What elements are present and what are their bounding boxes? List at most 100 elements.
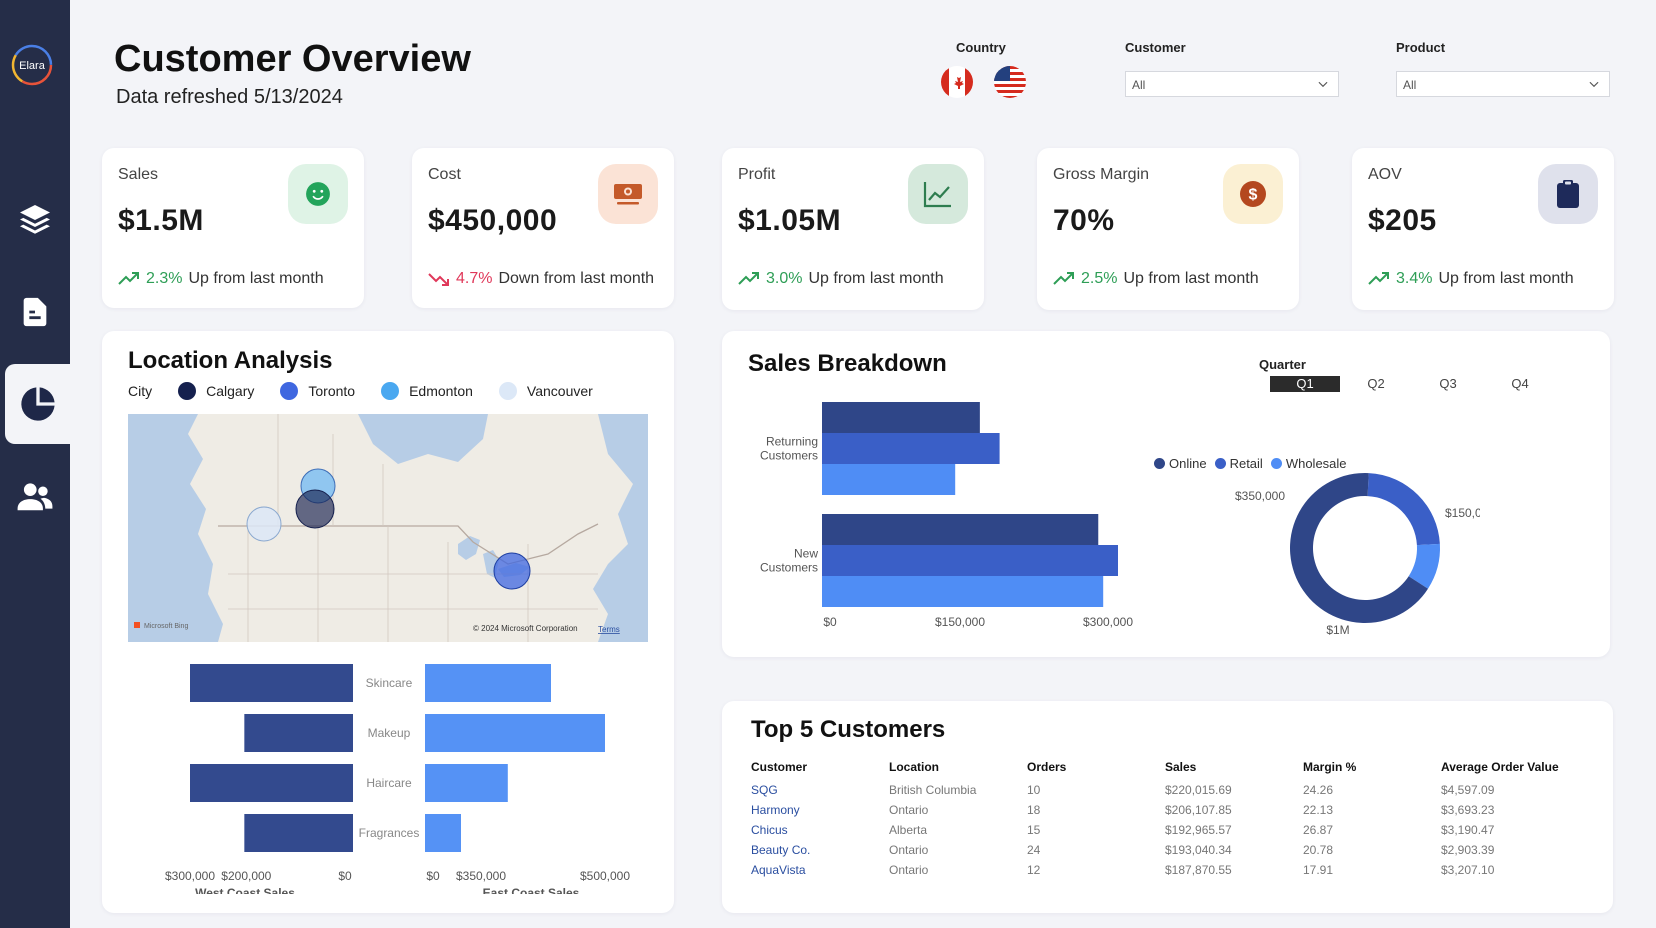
legend-dot [1214, 458, 1226, 469]
kpi-card-sales[interactable]: Sales $1.5M 2.3% Up from last month [102, 148, 364, 308]
margin-cell: 17.91 [1303, 863, 1334, 877]
product-select-value: All [1403, 78, 1417, 92]
legend-item-calgary[interactable]: Calgary [178, 382, 254, 400]
column-header[interactable]: Orders [1027, 760, 1067, 774]
column-header[interactable]: Customer [751, 760, 808, 774]
tab-q1[interactable]: Q1 [1270, 376, 1340, 392]
customer-cell[interactable]: Chicus [751, 823, 788, 837]
bar-online-0 [822, 402, 980, 433]
legend-item-online[interactable]: Online [1154, 456, 1207, 471]
west-axis-title: West Coast Sales [195, 886, 295, 894]
legend-item-edmonton[interactable]: Edmonton [381, 382, 473, 400]
users-icon [17, 483, 53, 511]
legend-item-retail[interactable]: Retail [1214, 456, 1263, 471]
category-label: New [794, 547, 818, 561]
kpi-card-aov[interactable]: AOV $205 3.4% Up from last month [1352, 148, 1614, 310]
sales-cell: $206,107.85 [1165, 803, 1232, 817]
atlantic-ocean [593, 414, 648, 642]
legend-dot [381, 382, 400, 400]
kpi-change: 2.3% [146, 270, 183, 287]
category-label: Fragrances [359, 826, 420, 840]
page-title: Customer Overview [114, 38, 471, 80]
legend-item-wholesale[interactable]: Wholesale [1270, 456, 1347, 471]
canada-flag-icon[interactable] [941, 66, 973, 98]
table-row[interactable]: Beauty Co. Ontario 24 $193,040.34 20.78 … [751, 840, 1601, 860]
tab-q2[interactable]: Q2 [1367, 376, 1385, 391]
table-row[interactable]: Harmony Ontario 18 $206,107.85 22.13 $3,… [751, 800, 1601, 820]
legend-dot [1154, 458, 1165, 469]
kpi-change: 4.7% [456, 270, 493, 287]
table-row[interactable]: SQG British Columbia 10 $220,015.69 24.2… [751, 780, 1601, 800]
product-filter-label: Product [1396, 40, 1446, 55]
kpi-change: 2.5% [1081, 270, 1118, 287]
x-tick-label: $300,000 [1083, 615, 1133, 629]
column-header[interactable]: Sales [1165, 760, 1197, 774]
kpi-card-profit[interactable]: Profit $1.05M 3.0% Up from last month [722, 148, 984, 310]
slice-label-online: $1M [1326, 623, 1349, 637]
legend-text: Edmonton [409, 383, 473, 399]
kpi-change: 3.4% [1396, 270, 1433, 287]
slice-retail [1367, 473, 1440, 546]
customer-filter-label: Customer [1125, 40, 1186, 55]
kpi-label: Profit [738, 166, 776, 183]
location-map[interactable]: Microsoft Bing © 2024 Microsoft Corporat… [128, 414, 648, 642]
customer-cell[interactable]: SQG [751, 783, 778, 797]
column-header[interactable]: Margin % [1303, 760, 1357, 774]
aov-cell: $3,693.23 [1441, 803, 1495, 817]
kpi-value: $450,000 [428, 204, 558, 237]
location-cell: Ontario [889, 803, 929, 817]
kpi-label: Gross Margin [1053, 166, 1150, 183]
legend-text: Calgary [206, 383, 255, 399]
east-bar-skincare [425, 664, 551, 702]
customer-select[interactable]: All [1125, 71, 1339, 97]
kpi-change: 3.0% [766, 270, 803, 287]
sidebar-item-layers[interactable] [0, 180, 70, 260]
product-select[interactable]: All [1396, 71, 1610, 97]
tab-q3[interactable]: Q3 [1439, 376, 1457, 391]
customer-cell[interactable]: AquaVista [751, 863, 806, 877]
bubble-toronto[interactable] [493, 552, 531, 590]
trend-up-icon [738, 272, 759, 285]
kpi-card-cost[interactable]: Cost $450,000 4.7% Down from last month [412, 148, 674, 308]
column-header[interactable]: Location [889, 760, 939, 774]
location-cell: Alberta [889, 823, 928, 837]
table-row[interactable]: AquaVista Ontario 12 $187,870.55 17.91 $… [751, 860, 1601, 880]
table-row[interactable]: Chicus Alberta 15 $192,965.57 26.87 $3,1… [751, 820, 1601, 840]
east-tick-label: $0 [426, 869, 440, 883]
location-analysis-title: Location Analysis [128, 347, 333, 374]
east-bar-fragrances [425, 814, 461, 852]
legend-item-vancouver[interactable]: Vancouver [498, 382, 593, 400]
layers-icon [20, 205, 50, 234]
category-label: Customers [760, 449, 818, 463]
sales-cell: $220,015.69 [1165, 783, 1232, 797]
hudson-bay [358, 414, 488, 464]
pie-chart-icon [20, 387, 55, 421]
bubble-vancouver[interactable] [246, 506, 282, 542]
kpi-icon-bg [288, 164, 348, 224]
bubble-calgary[interactable] [295, 489, 335, 529]
sidebar-item-users[interactable] [0, 456, 70, 536]
east-bar-makeup [425, 714, 605, 752]
bar-retail-1 [822, 545, 1118, 576]
category-label: Skincare [366, 676, 413, 690]
trend-up-icon [1053, 272, 1074, 285]
customer-cell[interactable]: Harmony [751, 803, 800, 817]
legend-dot [280, 382, 299, 400]
kpi-card-gross-margin[interactable]: Gross Margin 70% $ 2.5% Up from last mon… [1037, 148, 1299, 310]
map-terms-link[interactable]: Terms [598, 625, 620, 634]
sidebar-item-documents[interactable] [0, 272, 70, 352]
elara-logo[interactable]: Elara [10, 43, 54, 87]
column-header[interactable]: Average Order Value [1441, 760, 1559, 774]
usa-flag-icon[interactable] [994, 66, 1026, 98]
sidebar-item-analytics[interactable] [5, 364, 70, 444]
west-bar-haircare [190, 764, 353, 802]
kpi-trend-text: Up from last month [1438, 270, 1574, 287]
east-bar-haircare [425, 764, 508, 802]
tab-q4[interactable]: Q4 [1511, 376, 1529, 391]
customer-cell[interactable]: Beauty Co. [751, 843, 811, 857]
legend-item-toronto[interactable]: Toronto [280, 382, 355, 400]
top-customers-card [722, 701, 1613, 913]
slice-label-retail: $350,000 [1235, 489, 1285, 503]
trend-down-icon [428, 273, 449, 286]
